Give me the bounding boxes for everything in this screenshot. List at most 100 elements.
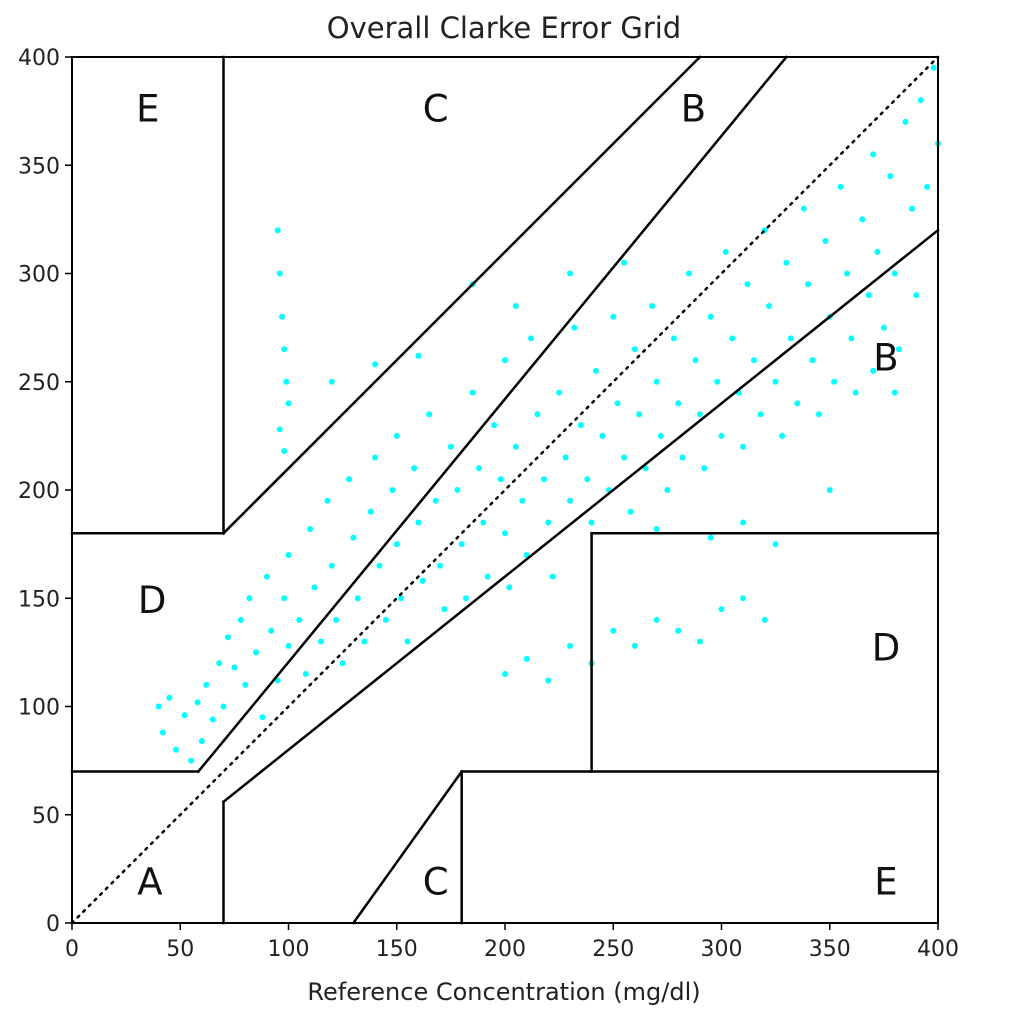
data-point (263, 573, 270, 580)
data-point (541, 476, 547, 483)
data-point (636, 411, 643, 418)
data-point (913, 292, 920, 299)
data-point (389, 487, 396, 493)
data-point (631, 346, 638, 353)
data-point (844, 270, 851, 277)
data-point (831, 378, 838, 385)
data-point (220, 703, 227, 710)
data-point (902, 118, 909, 125)
data-point (621, 259, 628, 266)
data-point (415, 519, 422, 526)
identity-line (70, 55, 940, 925)
data-point (426, 411, 433, 418)
data-point (469, 389, 476, 396)
data-point (657, 432, 664, 439)
data-point (571, 324, 578, 331)
data-point (246, 595, 253, 602)
y-tick-label: 250 (18, 371, 60, 396)
data-point (891, 389, 898, 396)
data-point (837, 183, 844, 190)
data-point (354, 595, 361, 602)
data-point (398, 595, 405, 602)
zone-boundaries-layer (70, 55, 940, 925)
data-point (172, 746, 179, 753)
data-point (419, 577, 426, 584)
data-point (328, 562, 335, 569)
data-point (610, 627, 617, 634)
data-point (887, 173, 894, 180)
data-point (285, 642, 292, 649)
data-point (729, 335, 736, 342)
x-tick-label: 400 (917, 937, 959, 962)
x-tick-label: 100 (268, 937, 310, 962)
data-point (523, 655, 530, 662)
data-point (701, 465, 708, 472)
data-point (610, 313, 617, 320)
data-point (822, 238, 829, 244)
data-point (549, 573, 556, 580)
data-point (393, 432, 400, 439)
zone-label-c: C (423, 861, 449, 904)
data-point (809, 357, 816, 364)
data-point (592, 367, 599, 374)
data-point (484, 573, 491, 580)
data-point (874, 248, 881, 255)
data-point (491, 422, 498, 429)
zone-label-b: B (681, 88, 706, 131)
zone-label-e: E (874, 861, 897, 904)
y-tick-label: 400 (18, 46, 60, 71)
data-point (502, 357, 508, 364)
data-point (437, 562, 444, 569)
data-point (722, 248, 729, 255)
data-point (519, 497, 526, 504)
zone-boundary-line (196, 739, 226, 774)
y-tick-label: 50 (32, 804, 60, 829)
data-point (930, 64, 937, 71)
data-point (679, 454, 686, 461)
data-point (480, 519, 487, 526)
data-point (670, 335, 677, 342)
y-tick-label: 350 (18, 154, 60, 179)
data-point (707, 534, 714, 541)
y-tick-label: 150 (18, 587, 60, 612)
data-point (415, 352, 422, 359)
data-point (880, 324, 887, 331)
x-tick-label: 300 (701, 937, 743, 962)
data-point (274, 227, 281, 234)
data-point (686, 270, 692, 277)
data-point (328, 378, 335, 385)
data-point (567, 270, 573, 277)
data-point (285, 400, 292, 407)
zone-label-e: E (136, 88, 159, 131)
zone-boundary-line (221, 55, 702, 536)
zone-label-c: C (423, 88, 449, 131)
data-point (870, 367, 877, 374)
data-point (463, 595, 469, 602)
data-point (534, 411, 541, 418)
data-point (675, 627, 682, 634)
data-point (761, 616, 768, 623)
data-point (476, 465, 482, 472)
data-point (454, 487, 461, 493)
data-point (502, 530, 508, 537)
zone-boundary-line (221, 55, 789, 743)
data-point (696, 638, 703, 645)
data-point (675, 400, 682, 407)
data-point (324, 497, 331, 504)
data-point (279, 313, 285, 320)
data-point (779, 432, 786, 439)
data-point (203, 681, 210, 688)
data-point (751, 357, 757, 364)
data-point (159, 729, 166, 736)
data-point (231, 664, 238, 671)
data-point (545, 519, 552, 526)
data-point (917, 97, 924, 104)
data-point (281, 346, 288, 353)
zone-label-d: D (872, 627, 901, 670)
data-point (404, 638, 411, 645)
data-point (268, 627, 275, 634)
data-point (181, 712, 188, 719)
axis-ticks-layer: 0 50 100 150 200 250 300 350 400 0 50 100 150 200 250 3… (18, 46, 959, 962)
data-point (198, 738, 205, 745)
x-tick-label: 50 (166, 937, 194, 962)
